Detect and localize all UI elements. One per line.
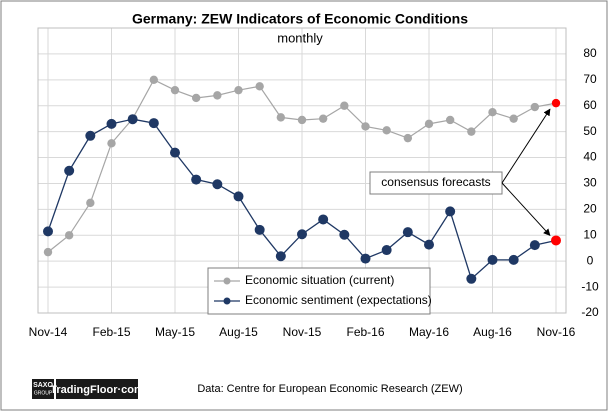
y-tick-label: 50 [583,124,597,138]
data-point [467,127,476,136]
x-tick-label: May-16 [409,325,449,339]
y-tick-label: -20 [581,305,599,319]
data-point [381,245,392,256]
data-point [551,235,561,246]
data-point [233,191,244,202]
data-point [234,85,243,95]
data-point [339,229,350,240]
x-tick-label: Nov-16 [537,325,576,339]
x-tick-label: Feb-16 [346,325,384,339]
y-tick-label: 40 [583,150,597,164]
logo-text: SAXO [33,382,53,389]
data-point [213,91,222,100]
data-point [148,118,159,129]
x-tick-label: Nov-14 [29,325,68,339]
data-point [488,108,497,117]
data-point [340,101,349,110]
data-point [191,93,201,103]
data-point [402,227,413,238]
data-point [530,102,540,112]
plot: -20 -10 0 10 20 30 40 50 60 70 80 Nov-14 Feb-15 May-1… [29,27,599,339]
data-point [424,119,434,129]
x-tick-label: May-15 [155,325,195,339]
annotation-arrow [501,182,551,236]
x-tick-label: Aug-15 [219,325,258,339]
data-point [170,147,180,158]
y-tick-label: 80 [583,46,597,60]
data-point [529,240,540,251]
data-point [403,133,413,143]
data-point [318,214,329,225]
brand-box [56,379,138,399]
legend-marker [223,277,231,285]
data-point [382,126,391,135]
data-point [360,253,371,264]
data-point [466,273,477,284]
data-point [191,174,202,185]
y-tick-label: 20 [583,202,597,216]
data-point [85,130,96,141]
legend-marker [223,297,231,305]
y-tick-label: 10 [583,227,597,241]
x-tick-label: Nov-15 [283,325,322,339]
chart-title: Germany: ZEW Indicators of Economic Cond… [132,11,468,27]
brand: TradingFloor·com [50,384,144,396]
data-point [509,114,518,123]
data-point [64,231,74,240]
data-point [254,224,265,235]
data-point [275,251,286,262]
y-tick-label: 70 [583,72,597,86]
legend-box [207,267,431,315]
data-point [149,75,159,85]
chart-subtitle: monthly [277,30,323,45]
logo-text: GROUP [34,390,53,396]
y-tick-label: 60 [583,98,597,112]
data-point [127,114,138,125]
data-point [64,165,75,176]
data-point [212,179,223,190]
data-point [318,114,328,123]
y-tick-label: -10 [581,279,599,293]
legend-label: Economic situation (current) [245,273,394,287]
annotation: consensus forecasts [381,175,490,189]
x-tick-label: Feb-15 [92,325,130,339]
data-point [43,247,53,257]
x-tick-label: Aug-16 [473,325,512,339]
y-tick-label: 30 [583,176,597,190]
data-point [170,85,180,95]
source: Data: Centre for European Economic Resea… [197,383,462,395]
data-point [107,139,116,148]
data-point [445,115,455,125]
logo-box [32,379,54,399]
data-point [297,229,307,240]
data-point [445,206,456,217]
data-point [255,82,264,91]
data-point [487,254,498,265]
data-point [361,122,370,131]
data-point [43,226,53,237]
data-point [551,98,561,108]
annotation-arrow [501,108,551,184]
data-point [297,115,307,125]
data-point [86,198,95,208]
data-point [106,118,117,129]
data-point [508,254,519,265]
y-tick-label: 0 [587,253,594,267]
legend-label: Economic sentiment (expectations) [245,293,432,307]
data-point [276,113,286,122]
data-point [424,239,434,250]
